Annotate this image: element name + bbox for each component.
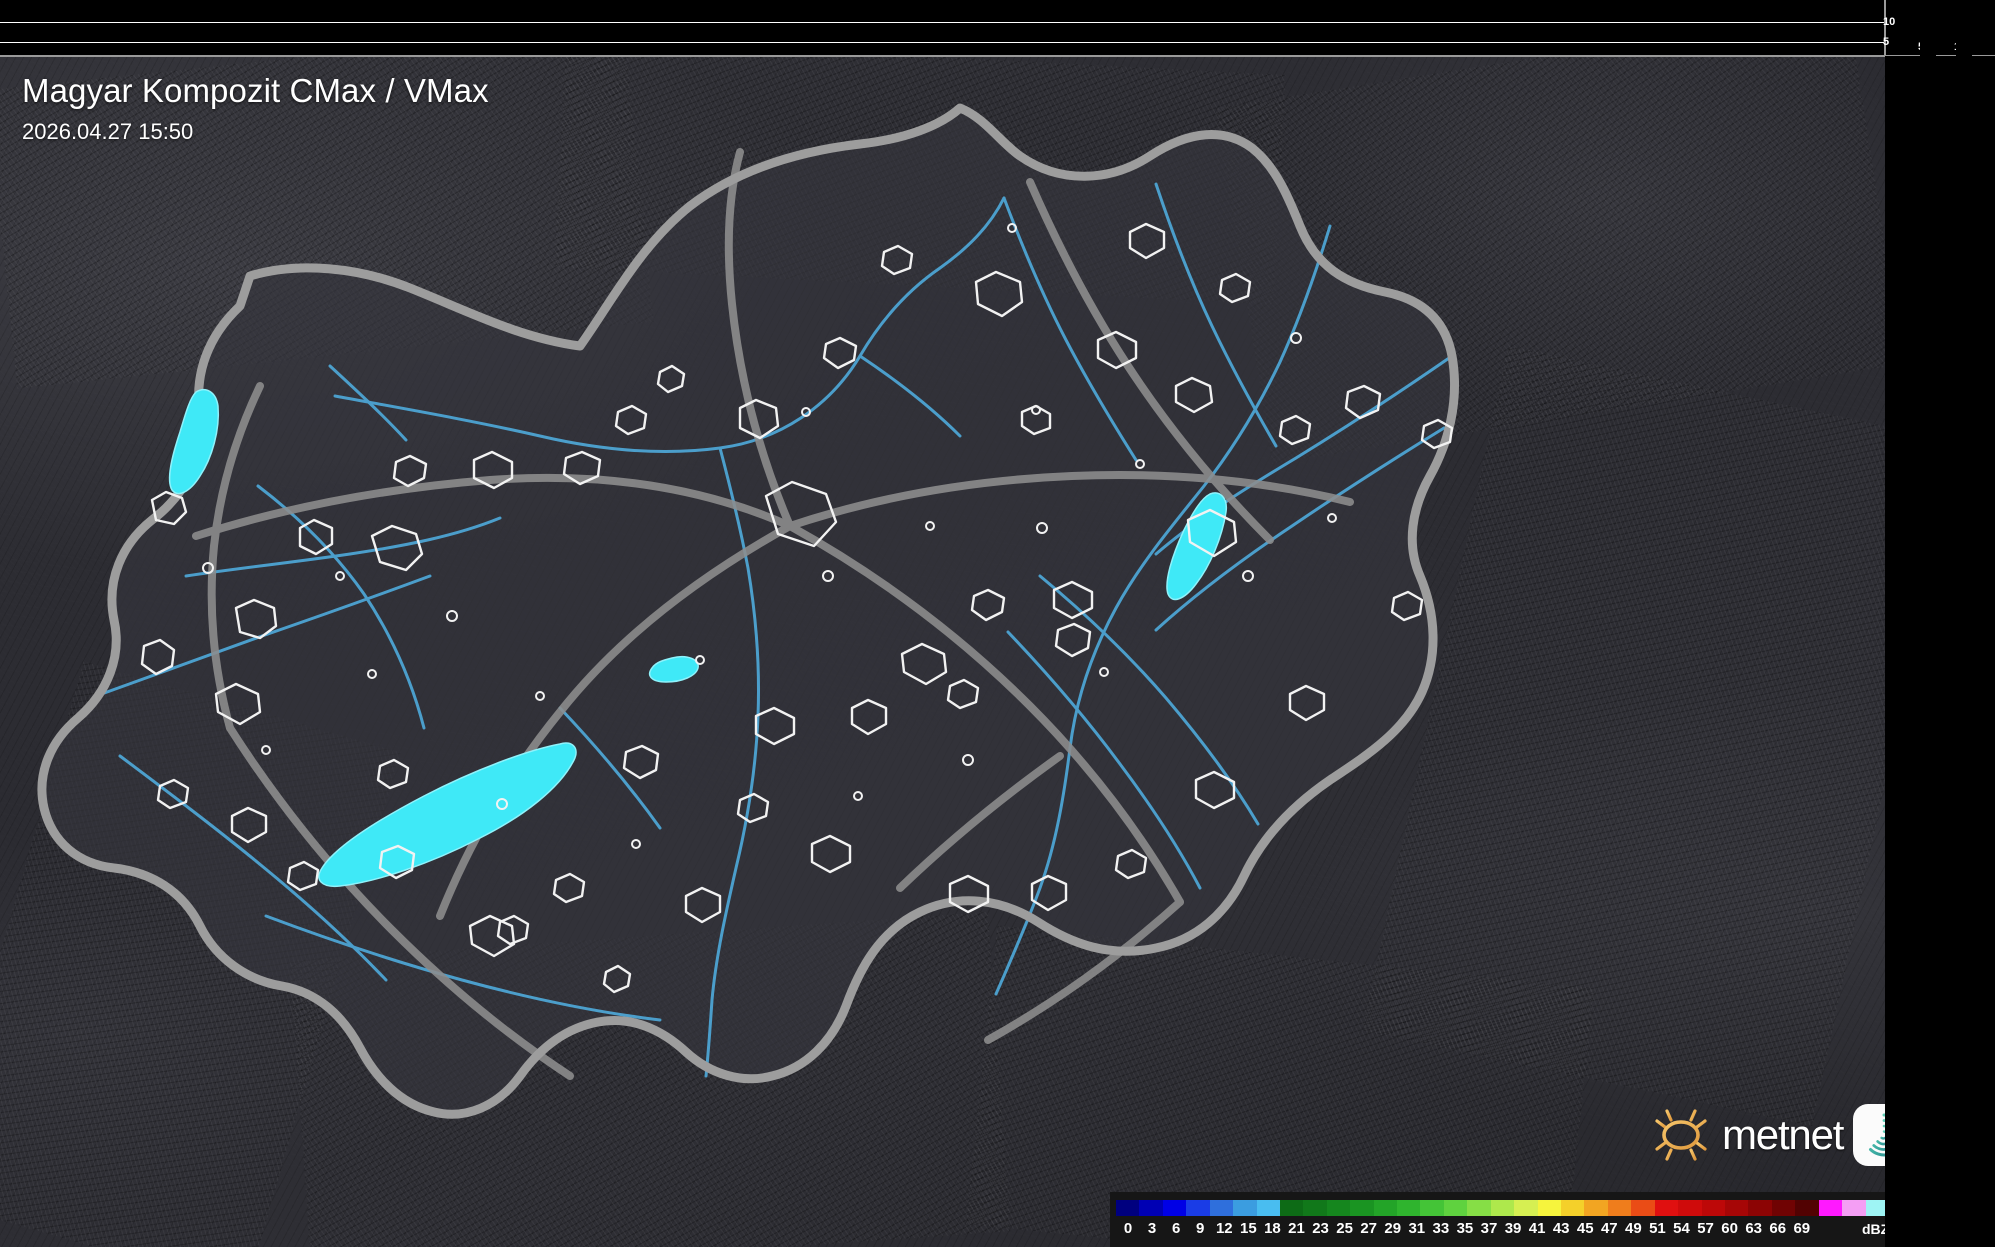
metnet-wordmark: metnet: [1722, 1111, 1844, 1158]
dbz-swatch-47: [1584, 1200, 1608, 1216]
dbz-swatch-57: [1678, 1200, 1702, 1216]
dbz-tick-0: 0: [1123, 1220, 1133, 1237]
dbz-tick-27: 27: [1360, 1220, 1377, 1237]
dbz-swatch-66: [1748, 1200, 1772, 1216]
map-canvas[interactable]: [0, 56, 1885, 1247]
dbz-swatch-41: [1514, 1200, 1538, 1216]
dbz-tick-35: 35: [1456, 1220, 1474, 1237]
dbz-swatch-18: [1256, 1200, 1280, 1216]
dbz-swatch-21: [1279, 1200, 1304, 1216]
dbz-swatch-0: [1116, 1200, 1140, 1216]
top-axis-vertical: [1884, 0, 1886, 56]
dbz-tick-47: 47: [1600, 1220, 1618, 1237]
letterbox-right: [1885, 56, 1995, 1247]
dbz-tick-41: 41: [1528, 1220, 1546, 1237]
dbz-tick-29: 29: [1384, 1220, 1402, 1237]
dbz-swatch-43: [1537, 1200, 1562, 1216]
dbz-tick-69: 69: [1793, 1220, 1811, 1237]
country-border: [37, 103, 1459, 1119]
dbz-tick-49: 49: [1625, 1220, 1642, 1237]
settlement-dots: [202, 223, 1337, 849]
dbz-tick-9: 9: [1196, 1220, 1205, 1237]
axis-y-label-5: 5: [1883, 36, 1890, 48]
dbz-tick-labels: 0 3 6 9 12 15 18 21 23 25 27 29 31 33 35 37 39 41 43 45 47 49…: [1116, 1218, 1889, 1240]
dbz-tick-pad: [1838, 1218, 1862, 1240]
top-gridline-10: [0, 22, 1885, 23]
settlement-outlines: [140, 222, 1454, 994]
dbz-swatch-25: [1326, 1200, 1351, 1216]
dbz-tick-45: 45: [1576, 1220, 1594, 1237]
letterbox-right-gap2: [1956, 0, 1972, 56]
dbz-swatch-63: [1724, 1200, 1749, 1216]
dbz-swatch-29: [1373, 1200, 1398, 1216]
dbz-swatch-15: [1233, 1200, 1257, 1216]
letterbox-right-gap1: [1920, 0, 1936, 56]
dbz-swatch-54: [1654, 1200, 1679, 1216]
top-gridline-5: [0, 42, 1885, 43]
dbz-swatch-27: [1350, 1200, 1374, 1216]
dbz-swatch-extreme-2: [1842, 1200, 1866, 1216]
dbz-tick-31: 31: [1408, 1220, 1426, 1237]
dbz-swatch-23: [1303, 1200, 1327, 1216]
lake-ferto: [168, 388, 220, 495]
metnet-logo[interactable]: metnet: [1650, 1098, 1916, 1172]
dbz-swatch-37: [1467, 1200, 1491, 1216]
map-vector-overlay: [37, 103, 1459, 1119]
dbz-tick-33: 33: [1432, 1220, 1450, 1237]
dbz-tick-25: 25: [1336, 1220, 1353, 1237]
dbz-swatch-extreme-1: [1818, 1200, 1843, 1216]
dbz-swatch-6: [1162, 1200, 1187, 1216]
dbz-swatch-33: [1420, 1200, 1444, 1216]
dbz-tick-66: 66: [1769, 1220, 1787, 1237]
dbz-tick-57: 57: [1697, 1220, 1714, 1237]
dbz-swatch-60: [1701, 1200, 1725, 1216]
dbz-tick-18: 18: [1264, 1220, 1281, 1237]
sun-icon: [1651, 1105, 1711, 1165]
dbz-swatch-3: [1139, 1200, 1163, 1216]
dbz-swatch-31: [1397, 1200, 1421, 1216]
dbz-tick-63: 63: [1745, 1220, 1762, 1237]
dbz-unit-label: dBZ: [1861, 1221, 1890, 1237]
dbz-tick-3: 3: [1147, 1220, 1157, 1237]
dbz-swatch-9: [1186, 1200, 1210, 1216]
dbz-swatch-39: [1490, 1200, 1515, 1216]
dbz-tick-15: 15: [1240, 1220, 1257, 1237]
dbz-tick-pad: [1814, 1218, 1838, 1240]
dbz-swatch-extreme-0: [1795, 1200, 1819, 1216]
dbz-swatch-49: [1607, 1200, 1632, 1216]
dbz-swatch-35: [1443, 1200, 1468, 1216]
dbz-swatch-extreme-3: [1865, 1200, 1889, 1216]
dbz-tick-54: 54: [1673, 1220, 1690, 1237]
dbz-tick-39: 39: [1504, 1220, 1522, 1237]
dbz-tick-51: 51: [1649, 1220, 1666, 1237]
top-axis-baseline: [0, 55, 1995, 57]
dbz-tick-6: 6: [1171, 1220, 1181, 1237]
dbz-tick-37: 37: [1480, 1220, 1498, 1237]
dbz-swatch-45: [1561, 1200, 1585, 1216]
dbz-tick-12: 12: [1215, 1220, 1233, 1237]
dbz-swatch-12: [1209, 1200, 1234, 1216]
dbz-tick-60: 60: [1721, 1220, 1738, 1237]
dbz-color-bar: [1116, 1200, 1889, 1216]
dbz-swatch-69: [1771, 1200, 1796, 1216]
axis-y-label-10: 10: [1883, 16, 1896, 28]
dbz-tick-23: 23: [1312, 1220, 1329, 1237]
dbz-tick-21: 21: [1288, 1220, 1305, 1237]
dbz-color-scale: 0 3 6 9 12 15 18 21 23 25 27 29 31 33 35 37 39 41 43 45 47 49…: [1110, 1192, 1895, 1247]
dbz-swatch-51: [1631, 1200, 1655, 1216]
dbz-tick-43: 43: [1552, 1220, 1570, 1237]
